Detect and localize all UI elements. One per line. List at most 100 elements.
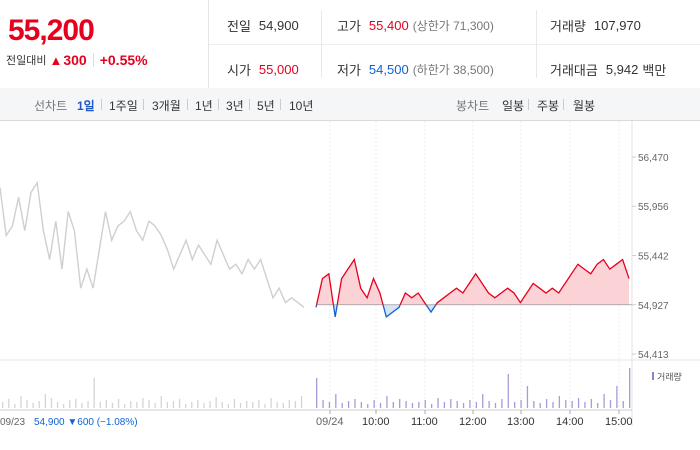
volume-bar bbox=[26, 400, 28, 408]
volume-bar bbox=[475, 402, 477, 408]
today-area-down bbox=[316, 304, 629, 317]
volume-bar bbox=[221, 402, 223, 408]
volume-bar bbox=[335, 394, 337, 408]
volume-bar bbox=[300, 396, 303, 408]
volume-bar bbox=[603, 394, 605, 408]
divider bbox=[536, 10, 537, 78]
volume-bar bbox=[69, 400, 71, 408]
volume-bar bbox=[316, 378, 318, 408]
volume-bar bbox=[565, 400, 567, 408]
volume-bar bbox=[270, 398, 272, 408]
y-tick-label: 55,956 bbox=[638, 202, 669, 213]
prev-day-line bbox=[0, 180, 305, 308]
x-tick-label: 09/24 bbox=[316, 416, 344, 428]
volume-bar bbox=[93, 378, 95, 408]
x-tick-label: 12:00 bbox=[459, 416, 487, 428]
volume-legend-swatch bbox=[652, 372, 654, 380]
volume-bar bbox=[252, 402, 254, 408]
volume-bar bbox=[56, 402, 59, 408]
volume-bar bbox=[609, 400, 612, 408]
stats-table: 전일 54,900 시가 55,000 고가 55,400 (상한가 71,30… bbox=[209, 0, 700, 88]
divider bbox=[563, 99, 564, 110]
tab-1w[interactable]: 1주일 bbox=[109, 99, 138, 113]
volume-bar bbox=[166, 402, 168, 408]
volume-bar bbox=[197, 400, 199, 408]
price-box: 55,200 전일대비 ▲ 300 +0.55% bbox=[0, 0, 209, 88]
volume-bar bbox=[191, 402, 193, 408]
volume-bar bbox=[81, 403, 83, 408]
open-value: 55,000 bbox=[258, 62, 299, 77]
high-stat: 고가 55,400 (상한가 71,300) bbox=[337, 16, 494, 35]
volume-bar bbox=[258, 400, 260, 408]
candle-chart-label: 봉차트 bbox=[456, 99, 490, 113]
volume-bar bbox=[322, 400, 324, 408]
volume-bar bbox=[450, 399, 452, 408]
volume-bar bbox=[386, 396, 388, 408]
volume-bar bbox=[341, 403, 343, 408]
volume-bar bbox=[571, 401, 573, 408]
tab-3y[interactable]: 3년 bbox=[226, 99, 244, 113]
divider bbox=[92, 53, 94, 67]
tab-5y[interactable]: 5년 bbox=[257, 99, 275, 113]
volume-bar bbox=[430, 404, 433, 408]
volume-bar bbox=[597, 403, 599, 408]
chart-period-tabs: 선차트 1일 1주일 3개월 1년 3년 5년 10년 봉차트 일봉 주봉 월봉 bbox=[0, 88, 700, 121]
tab-1d[interactable]: 1일 bbox=[77, 99, 95, 113]
divider bbox=[187, 99, 188, 110]
volume-label: 거래량 bbox=[550, 19, 586, 34]
volume-value: 107,970 bbox=[593, 18, 641, 33]
volume-bar bbox=[494, 403, 497, 408]
tab-daily-candle[interactable]: 일봉 bbox=[502, 99, 525, 113]
volume-bar bbox=[63, 404, 65, 408]
divider bbox=[218, 99, 219, 110]
volume-bar bbox=[411, 403, 414, 408]
volume-bar bbox=[367, 404, 369, 408]
x-tick-label: 15:00 bbox=[605, 416, 633, 428]
volume-bar bbox=[99, 402, 101, 408]
volume-bar bbox=[294, 401, 297, 408]
y-tick-label: 54,413 bbox=[638, 350, 669, 361]
volume-bar bbox=[142, 398, 144, 408]
volume-bar bbox=[526, 386, 529, 408]
up-arrow-icon: ▲ bbox=[49, 52, 63, 68]
upper-limit: (상한가 71,300) bbox=[412, 19, 494, 33]
tab-weekly-candle[interactable]: 주봉 bbox=[537, 99, 560, 113]
volume-bar bbox=[469, 400, 471, 408]
volume-bar bbox=[392, 402, 394, 408]
volume-bar bbox=[488, 401, 490, 408]
amount-unit: 백만 bbox=[642, 63, 667, 78]
quote-panel: 55,200 전일대비 ▲ 300 +0.55% 전일 54,900 시가 55… bbox=[0, 0, 700, 89]
x-tick-label: 10:00 bbox=[362, 416, 390, 428]
volume-bar bbox=[629, 368, 631, 408]
today-area-up bbox=[316, 259, 629, 305]
volume-bar bbox=[558, 396, 561, 408]
tab-10y[interactable]: 10년 bbox=[289, 99, 314, 113]
volume-bar bbox=[185, 404, 187, 408]
prev-close-stat: 전일 54,900 bbox=[227, 16, 299, 35]
volume-bar bbox=[282, 403, 284, 408]
volume-bar bbox=[136, 402, 138, 408]
divider bbox=[143, 99, 144, 110]
volume-bar bbox=[507, 374, 509, 408]
volume-bar bbox=[379, 403, 382, 408]
volume-bar bbox=[360, 402, 363, 408]
volume-bar bbox=[215, 397, 217, 408]
volume-bar bbox=[545, 399, 548, 408]
volume-bar bbox=[117, 399, 120, 408]
volume-bar bbox=[203, 403, 205, 408]
volume-bar bbox=[552, 402, 554, 408]
divider bbox=[280, 99, 281, 110]
change-label: 전일대비 bbox=[6, 55, 47, 67]
volume-bar bbox=[520, 400, 522, 408]
volume-bar bbox=[584, 402, 586, 408]
volume-bar bbox=[328, 402, 331, 408]
volume-bar bbox=[130, 401, 132, 408]
tab-monthly-candle[interactable]: 월봉 bbox=[573, 99, 596, 113]
volume-bar bbox=[514, 402, 516, 408]
volume-bar bbox=[111, 403, 114, 408]
tab-3m[interactable]: 3개월 bbox=[152, 99, 181, 113]
volume-bar bbox=[443, 402, 446, 408]
tab-1y[interactable]: 1년 bbox=[195, 99, 213, 113]
volume-bar bbox=[418, 402, 420, 408]
prev-close-value: 54,900 bbox=[258, 18, 299, 33]
